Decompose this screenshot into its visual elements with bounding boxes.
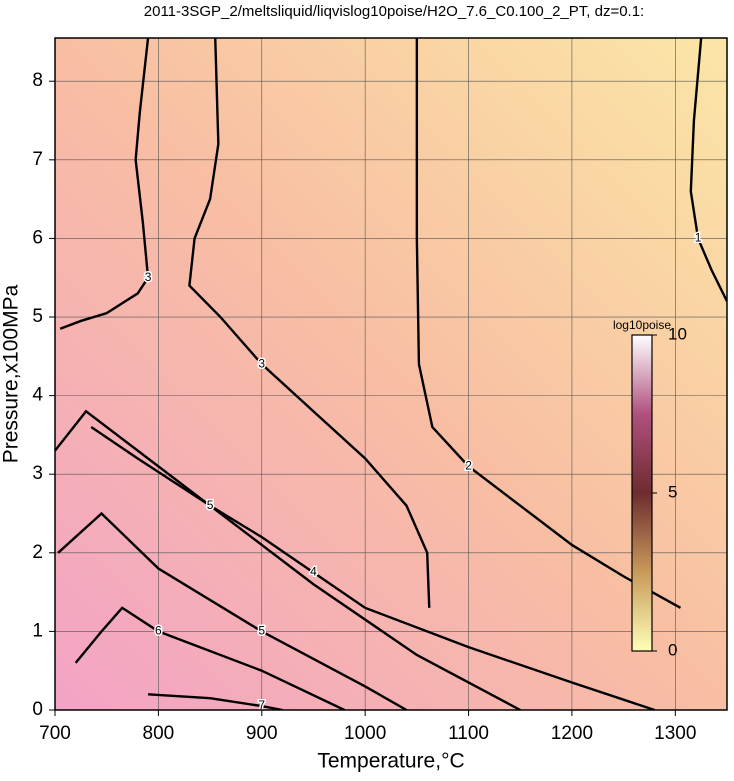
contour-label: 1 bbox=[695, 231, 702, 245]
y-tick-label: 4 bbox=[32, 385, 43, 406]
colorbar-label: log10poise bbox=[613, 318, 671, 332]
contour-line bbox=[74, 606, 345, 710]
x-tick-label: 700 bbox=[39, 723, 71, 744]
colorbar-tick-label: 0 bbox=[668, 640, 677, 659]
y-tick-label: 6 bbox=[32, 227, 43, 248]
contour-label: 5 bbox=[258, 624, 265, 638]
y-tick-label: 7 bbox=[32, 149, 43, 170]
contour-line bbox=[59, 38, 150, 330]
contour-label: 3 bbox=[258, 356, 265, 370]
x-tick-label: 900 bbox=[246, 723, 278, 744]
y-tick-label: 0 bbox=[32, 699, 43, 720]
plot-area: 1 2 3 3 4 5 5 6 7 bbox=[55, 38, 727, 712]
contour-label: 2 bbox=[465, 459, 472, 473]
x-tick-label: 800 bbox=[143, 723, 175, 744]
contour-label: 6 bbox=[155, 624, 162, 638]
y-tick-label: 8 bbox=[32, 70, 43, 91]
colorbar bbox=[631, 334, 653, 652]
x-tick-label: 1300 bbox=[654, 723, 696, 744]
x-tick-label: 1200 bbox=[551, 723, 593, 744]
y-tick-label: 5 bbox=[32, 306, 43, 327]
contour-line bbox=[689, 38, 727, 302]
plot-frame bbox=[54, 37, 728, 711]
y-axis-label: Pressure,x100MPa bbox=[0, 284, 23, 463]
colorbar-tick-label: 10 bbox=[668, 324, 687, 343]
y-tick-label: 1 bbox=[32, 620, 43, 641]
contour-line bbox=[90, 426, 656, 710]
contour-line bbox=[188, 38, 431, 608]
contour-label: 7 bbox=[258, 698, 265, 712]
contour-line bbox=[55, 409, 521, 710]
contour-line bbox=[147, 693, 283, 710]
contour-label: 5 bbox=[207, 498, 214, 512]
y-tick-label: 3 bbox=[32, 463, 43, 484]
contour-label: 4 bbox=[310, 565, 317, 579]
y-tick-label: 2 bbox=[32, 542, 43, 563]
contour-line bbox=[415, 38, 682, 609]
plot-background bbox=[55, 38, 727, 710]
x-tick-label: 1100 bbox=[448, 723, 489, 744]
contour-label: 3 bbox=[145, 270, 152, 284]
x-tick-label: 1000 bbox=[344, 723, 386, 744]
contour-line bbox=[57, 511, 408, 710]
colorbar-tick-label: 5 bbox=[668, 482, 677, 501]
chart-title: 2011-3SGP_2/meltsliquid/liqvislog10poise… bbox=[144, 3, 644, 20]
x-axis-label: Temperature,°C bbox=[317, 750, 464, 773]
